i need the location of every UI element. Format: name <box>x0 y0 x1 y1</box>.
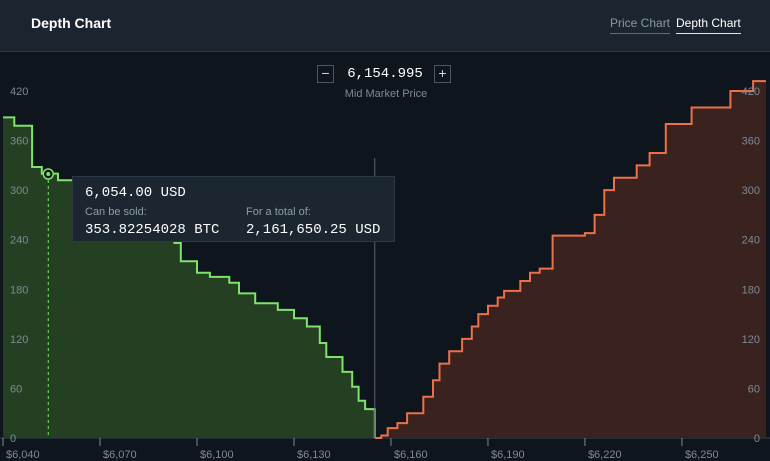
y-tick-label-left: 120 <box>10 334 28 346</box>
y-tick-label-right: 0 <box>754 433 760 445</box>
tooltip-sold-value: 353.82254028 BTC <box>85 222 220 238</box>
x-tick-label: $6,220 <box>588 449 622 461</box>
page-title: Depth Chart <box>31 15 112 31</box>
x-tick-label: $6,070 <box>103 449 137 461</box>
increase-button[interactable]: + <box>434 65 451 83</box>
y-tick-label-left: 240 <box>10 235 28 247</box>
tooltip-price: 6,054.00 USD <box>85 185 186 201</box>
decrease-button[interactable]: − <box>317 65 334 83</box>
mid-market-price-label: Mid Market Price <box>344 88 428 100</box>
y-tick-label-right: 60 <box>748 383 760 395</box>
mid-market-price-value: 6,154.995 <box>347 66 423 82</box>
x-tick-label: $6,130 <box>297 449 331 461</box>
x-tick-label: $6,250 <box>685 449 719 461</box>
chart-header: Depth Chart Price Chart Depth Chart <box>0 0 770 52</box>
y-tick-label-right: 180 <box>742 284 760 296</box>
y-tick-label-left: 300 <box>10 185 28 197</box>
y-tick-label-left: 180 <box>10 284 28 296</box>
y-tick-label-right: 300 <box>742 185 760 197</box>
tooltip-sold-label: Can be sold: <box>85 206 147 218</box>
mid-market-stepper: − 6,154.995 + <box>317 64 453 86</box>
ask-depth-area <box>374 81 766 438</box>
x-tick-label: $6,160 <box>394 449 428 461</box>
ask-depth-line <box>374 80 766 439</box>
y-tick-label-left: 420 <box>10 86 28 98</box>
hover-point-dot <box>46 172 51 176</box>
tooltip-total-label: For a total of: <box>246 206 311 218</box>
y-tick-label-right: 360 <box>742 136 760 148</box>
x-tick-label: $6,100 <box>200 449 234 461</box>
x-tick-label: $6,190 <box>491 449 525 461</box>
tab-price-chart[interactable]: Price Chart <box>610 16 671 34</box>
y-tick-label-left: 0 <box>10 433 16 445</box>
depth-tooltip: 6,054.00 USD Can be sold: For a total of… <box>72 176 395 242</box>
y-tick-label-right: 420 <box>742 86 760 98</box>
tooltip-total-value: 2,161,650.25 USD <box>246 222 381 238</box>
tab-depth-chart[interactable]: Depth Chart <box>676 16 741 34</box>
x-tick-label: $6,040 <box>6 449 40 461</box>
y-tick-label-left: 360 <box>10 136 28 148</box>
depth-chart[interactable]: 0 0 60 60 120 120 180 180 240 240 300 300 360 360 420 4… <box>0 52 770 461</box>
y-tick-label-left: 60 <box>10 383 22 395</box>
y-tick-label-right: 240 <box>742 235 760 247</box>
y-tick-label-right: 120 <box>742 334 760 346</box>
